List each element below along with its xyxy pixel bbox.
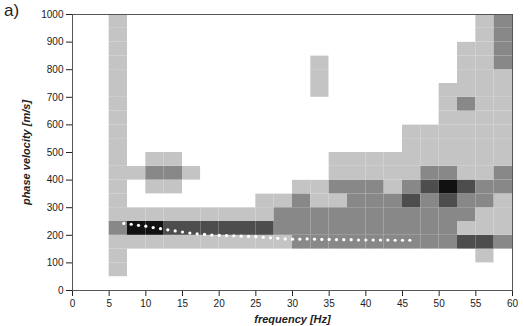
svg-text:40: 40 [360, 298, 372, 309]
svg-text:60: 60 [507, 298, 519, 309]
svg-text:45: 45 [397, 298, 409, 309]
svg-text:800: 800 [47, 64, 64, 75]
svg-text:400: 400 [47, 174, 64, 185]
svg-text:200: 200 [47, 230, 64, 241]
svg-text:55: 55 [470, 298, 482, 309]
svg-text:0: 0 [58, 285, 64, 296]
html-text:a): a) [4, 1, 20, 20]
svg-text:phase velocity [m/s]: phase velocity [m/s] [20, 100, 32, 206]
svg-text:700: 700 [47, 92, 64, 103]
svg-text:10: 10 [140, 298, 152, 309]
svg-text:100: 100 [47, 257, 64, 268]
svg-text:15: 15 [177, 298, 189, 309]
svg-text:30: 30 [287, 298, 299, 309]
svg-text:50: 50 [434, 298, 446, 309]
svg-text:600: 600 [47, 119, 64, 130]
svg-text:500: 500 [47, 147, 64, 158]
svg-text:20: 20 [214, 298, 226, 309]
svg-text:35: 35 [324, 298, 336, 309]
svg-text:frequency [Hz]: frequency [Hz] [254, 313, 331, 325]
svg-text:900: 900 [47, 36, 64, 47]
svg-text:1000: 1000 [41, 9, 64, 20]
svg-text:25: 25 [250, 298, 262, 309]
svg-text:0: 0 [70, 298, 76, 309]
svg-text:300: 300 [47, 202, 64, 213]
svg-text:5: 5 [106, 298, 112, 309]
